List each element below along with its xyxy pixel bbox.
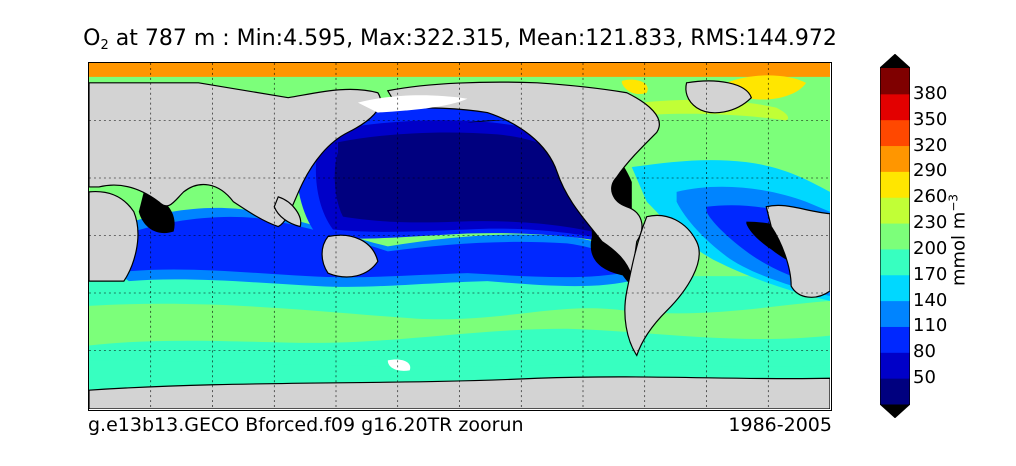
colorbar-tick-label: 260 <box>913 186 948 208</box>
colorbar-swatch <box>880 223 910 250</box>
period-label: 1986-2005 <box>728 414 832 436</box>
colorbar-swatch <box>880 68 910 95</box>
new-zealand-white <box>387 359 411 371</box>
colorbar-tick-label: 140 <box>913 289 948 311</box>
oxygen-map-svg <box>89 63 831 410</box>
colorbar-tick-label: 80 <box>913 341 936 363</box>
colorbar-tick-label: 110 <box>913 315 948 337</box>
graticule <box>89 63 830 409</box>
bering-missing <box>357 95 468 113</box>
colorbar-swatch <box>880 326 910 353</box>
eurasia-land <box>89 82 381 228</box>
colorbar-swatch <box>880 378 910 405</box>
colorbar-tick-label: 170 <box>913 263 948 285</box>
colorbar-extend-max <box>880 54 910 68</box>
colorbar-swatch <box>880 119 910 147</box>
colorbar-tick-label: 350 <box>913 108 948 130</box>
indonesia-land <box>273 196 302 228</box>
plot-title: O2 at 787 m : Min:4.595, Max:322.315, Me… <box>83 26 837 53</box>
africa-west-land <box>765 204 831 298</box>
colorbar-swatch <box>880 352 910 379</box>
colorbar-swatch <box>880 248 910 276</box>
south-america-land <box>624 214 700 357</box>
colorbar <box>879 53 911 419</box>
arabian-sea-anoxic <box>138 191 175 234</box>
colorbar-tick-label: 50 <box>913 367 936 389</box>
colorbar-swatch <box>880 274 910 302</box>
colorbar-swatch <box>880 145 910 172</box>
run-label: g.e13b13.GECO Bforced.f09 g16.20TR zooru… <box>88 414 524 436</box>
land-masses <box>89 80 831 410</box>
north-america-land <box>386 81 660 277</box>
low-oxygen-band-mid <box>118 216 632 278</box>
colorbar-swatch <box>880 197 910 224</box>
colorbar-tick-label: 320 <box>913 134 948 156</box>
colorbar-extend-min <box>880 404 910 418</box>
colorbar-tick-label: 200 <box>913 237 948 259</box>
colorbar-tick-label: 290 <box>913 160 948 182</box>
colorbar-tick-label: 380 <box>913 82 948 104</box>
greenland-land <box>685 80 753 114</box>
colorbar-unit-label: mmol m−3 <box>946 193 970 287</box>
north-pacific-core <box>334 132 594 232</box>
missing-data-regions <box>357 95 468 371</box>
colorbar-swatch <box>880 300 910 327</box>
baffin-yellow <box>621 79 648 95</box>
africa-east-land <box>89 190 139 282</box>
colorbar-tick-label: 230 <box>913 212 948 234</box>
oxygen-map <box>88 62 832 411</box>
colorbar-svg <box>879 53 911 419</box>
colorbar-swatch <box>880 171 910 198</box>
colorbar-swatch <box>880 93 910 121</box>
